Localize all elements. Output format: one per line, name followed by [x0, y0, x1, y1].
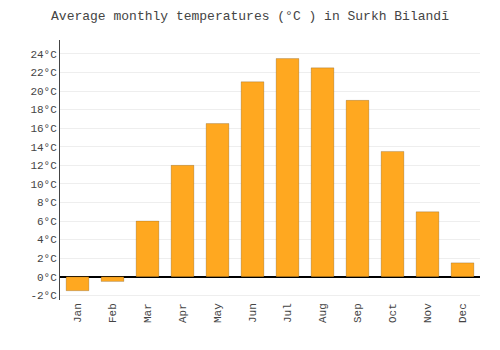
svg-text:Sep: Sep — [352, 303, 364, 323]
svg-text:Feb: Feb — [107, 303, 119, 323]
svg-text:0°C: 0°C — [37, 272, 57, 284]
svg-text:14°C: 14°C — [30, 142, 57, 154]
svg-text:Jul: Jul — [282, 303, 294, 323]
svg-text:4°C: 4°C — [37, 234, 57, 246]
svg-text:20°C: 20°C — [30, 86, 57, 98]
svg-text:Average monthly temperatures (: Average monthly temperatures (°C ) in Su… — [51, 9, 449, 24]
svg-text:Jun: Jun — [247, 303, 259, 323]
svg-text:22°C: 22°C — [30, 67, 57, 79]
svg-text:16°C: 16°C — [30, 123, 57, 135]
svg-text:-2°C: -2°C — [30, 290, 57, 302]
svg-text:Jan: Jan — [72, 303, 84, 323]
svg-text:Mar: Mar — [142, 303, 154, 323]
svg-text:May: May — [212, 303, 224, 323]
svg-text:Aug: Aug — [317, 303, 329, 323]
svg-text:Apr: Apr — [177, 303, 189, 323]
svg-text:8°C: 8°C — [37, 197, 57, 209]
svg-text:12°C: 12°C — [30, 160, 57, 172]
svg-text:18°C: 18°C — [30, 104, 57, 116]
svg-text:10°C: 10°C — [30, 179, 57, 191]
svg-text:Dec: Dec — [457, 303, 469, 323]
svg-text:Oct: Oct — [387, 303, 399, 323]
svg-text:2°C: 2°C — [37, 253, 57, 265]
svg-text:Nov: Nov — [422, 303, 434, 323]
svg-text:6°C: 6°C — [37, 216, 57, 228]
svg-text:24°C: 24°C — [30, 49, 57, 61]
